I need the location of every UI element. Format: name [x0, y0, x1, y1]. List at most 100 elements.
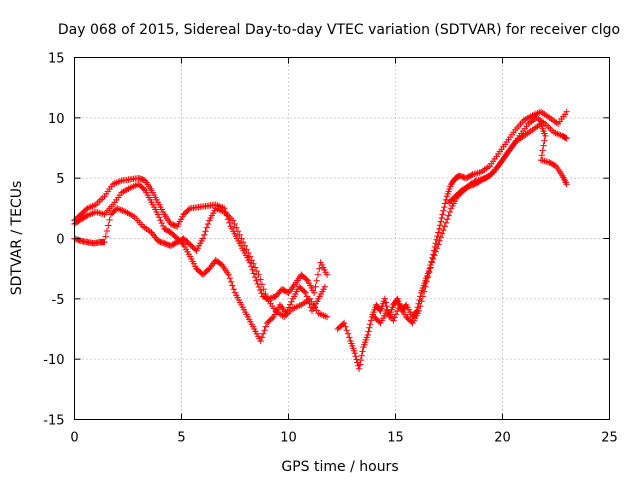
data-point	[103, 227, 111, 235]
data-point	[106, 216, 113, 224]
data-point	[245, 249, 252, 257]
data-point	[323, 313, 331, 321]
data-point	[432, 248, 439, 255]
series-track-b	[71, 181, 329, 345]
y-tick-label: -10	[43, 353, 64, 368]
x-tick-label: 10	[280, 431, 297, 446]
data-point	[311, 304, 319, 311]
plot-frame	[74, 57, 610, 420]
data-point	[227, 278, 235, 286]
data-point	[158, 219, 165, 227]
data-point	[301, 288, 308, 295]
data-point	[441, 200, 449, 207]
axis-tick-labels: 0 5 10 15 20 25 -15 -10 -5 0 5 10 15	[43, 52, 618, 446]
data-point	[159, 222, 167, 230]
data-point	[262, 323, 269, 330]
data-point	[441, 223, 448, 230]
data-point	[436, 225, 443, 232]
data-point	[415, 307, 423, 315]
data-point	[229, 217, 237, 224]
data-point	[547, 125, 554, 133]
data-point	[262, 290, 269, 298]
series-track-c	[71, 205, 331, 321]
data-point	[314, 271, 322, 278]
data-point	[233, 224, 240, 231]
data-point	[154, 211, 162, 218]
data-point	[231, 220, 238, 228]
data-point	[312, 283, 319, 290]
data-point	[446, 208, 454, 216]
data-point	[344, 330, 352, 337]
y-tick-label: 0	[56, 233, 64, 248]
data-point	[445, 212, 452, 219]
data-point	[540, 142, 547, 149]
x-tick-label: 0	[70, 431, 78, 446]
data-point	[96, 198, 103, 205]
data-point	[539, 147, 546, 154]
data-point	[392, 311, 400, 318]
data-point	[199, 235, 207, 242]
data-point	[426, 269, 433, 276]
data-point	[439, 230, 446, 237]
grid-lines	[74, 57, 610, 420]
data-point	[323, 271, 331, 278]
data-point	[357, 356, 364, 364]
data-point	[394, 307, 401, 315]
data-point	[287, 301, 294, 308]
data-points	[71, 108, 570, 372]
data-point	[444, 216, 451, 223]
data-point	[204, 220, 212, 228]
data-point	[261, 327, 268, 334]
data-point	[437, 234, 445, 241]
data-point	[419, 293, 427, 300]
data-point	[538, 152, 546, 159]
data-point	[439, 211, 446, 218]
data-point	[149, 231, 156, 238]
data-point	[390, 317, 397, 324]
data-point	[358, 352, 365, 359]
data-point	[258, 334, 266, 341]
data-point	[246, 253, 254, 260]
data-point	[343, 327, 350, 334]
data-point	[435, 241, 442, 248]
data-point	[428, 259, 436, 266]
data-point	[156, 214, 163, 221]
data-point	[243, 246, 250, 253]
data-point	[440, 226, 447, 234]
data-point	[346, 334, 353, 341]
data-point	[417, 302, 424, 310]
data-point	[302, 289, 309, 296]
data-point	[563, 135, 570, 142]
data-point	[433, 245, 441, 252]
data-point	[260, 330, 267, 337]
data-point	[226, 275, 234, 282]
data-point	[542, 132, 549, 140]
data-point	[440, 207, 447, 214]
data-point	[250, 260, 257, 267]
data-point	[435, 229, 442, 236]
data-point	[434, 232, 441, 240]
data-point	[355, 365, 363, 372]
data-point	[303, 276, 310, 283]
data-point	[203, 224, 210, 231]
data-point	[365, 328, 372, 335]
data-point	[433, 236, 440, 243]
x-tick-label: 5	[177, 431, 185, 446]
data-point	[241, 242, 248, 249]
data-point	[352, 353, 359, 360]
data-point	[236, 231, 243, 239]
data-point	[468, 172, 475, 179]
data-point	[257, 286, 264, 294]
data-point	[290, 282, 297, 290]
data-point	[258, 290, 265, 297]
data-point	[313, 277, 320, 284]
series-track-d	[334, 108, 570, 372]
x-tick-label: 25	[601, 431, 618, 446]
data-point	[230, 286, 237, 293]
data-point	[202, 228, 209, 235]
data-point	[226, 219, 233, 226]
data-point	[367, 321, 374, 328]
data-point	[364, 331, 371, 339]
data-point	[253, 277, 260, 284]
